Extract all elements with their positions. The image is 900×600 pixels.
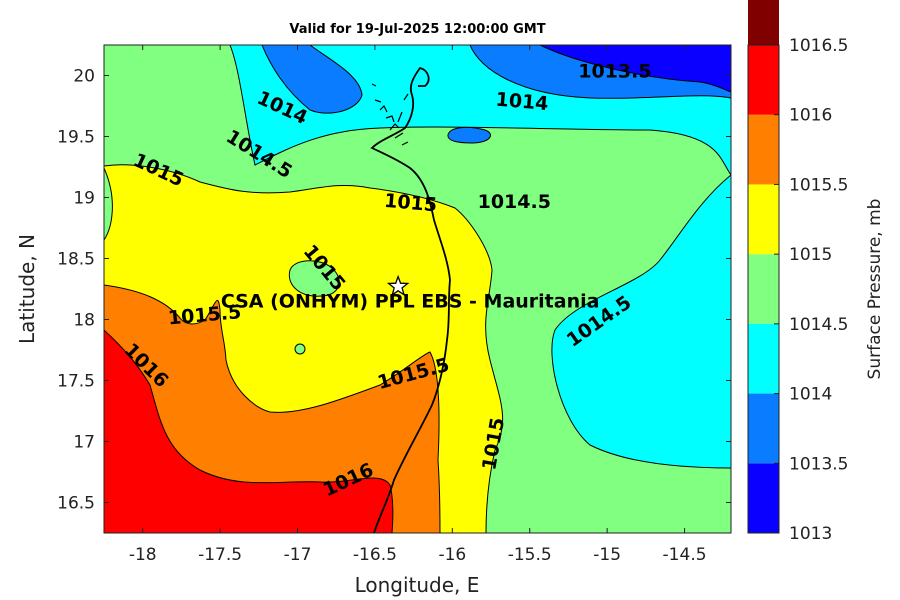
y-axis-label: Latitude, N	[15, 234, 39, 344]
y-tick-label: 18.5	[57, 250, 95, 270]
region-1014.5-spot	[288, 260, 340, 297]
x-tick-label: -15	[593, 545, 621, 565]
colorbar-frame	[747, 44, 780, 534]
y-tick-label: 16.5	[57, 494, 95, 514]
coastline-islands	[371, 83, 409, 146]
coastline-path	[370, 66, 451, 533]
station-star-icon	[386, 274, 410, 297]
axis-ticks: -18 -17.5 -17 -16.5 -16 -15.5 -15 -14.5 16.5 17 17…	[57, 45, 731, 565]
colorbar-tick-label: 1016	[789, 106, 832, 126]
x-tick-label: -17.5	[198, 545, 242, 565]
coastline	[370, 66, 451, 533]
colorbar-tick-label: 1013.5	[789, 454, 848, 474]
colorbar-segment	[748, 0, 779, 46]
x-axis-label: Longitude, E	[355, 573, 480, 597]
colorbar: 1013 1013.5 1014 1014.5 1015 1015.5 1016 1016.5	[748, 0, 848, 544]
y-tick-label: 17	[73, 433, 95, 453]
x-tick-label: -16.5	[353, 545, 397, 565]
colorbar-segment	[748, 393, 779, 464]
y-tick-label: 19	[73, 189, 95, 209]
region-1013.5-spot	[447, 126, 491, 144]
colorbar-segment	[748, 45, 779, 115]
colorbar-title: Surface Pressure, mb	[865, 199, 885, 380]
colorbar-segment	[748, 114, 779, 185]
x-tick-label: -17	[284, 545, 312, 565]
colorbar-segment	[748, 184, 779, 255]
y-tick-label: 17.5	[57, 372, 95, 392]
region-1013	[539, 45, 731, 93]
contour-label: 1013.5	[578, 60, 651, 82]
y-tick-label: 18	[73, 311, 95, 331]
x-tick-label: -15.5	[508, 545, 552, 565]
y-tick-label: 19.5	[57, 128, 95, 148]
contour-label: 1015	[383, 190, 438, 217]
station-marker: CSA (ONHYM) PPL EBS - Mauritania	[221, 274, 600, 313]
filled-contours	[104, 45, 731, 533]
region-1014.5-dot	[294, 343, 306, 355]
colorbar-segment	[748, 323, 779, 394]
plot-frame	[103, 44, 732, 534]
station-label: CSA (ONHYM) PPL EBS - Mauritania	[221, 291, 600, 313]
x-tick-label: -16	[438, 545, 466, 565]
colorbar-segment	[748, 254, 779, 324]
x-tick-label: -14.5	[663, 545, 707, 565]
colorbar-tick-label: 1013	[789, 524, 832, 544]
colorbar-tick-label: 1016.5	[789, 36, 848, 56]
y-tick-label: 20	[73, 67, 95, 87]
colorbar-tick-label: 1015	[789, 245, 832, 265]
colorbar-tick-label: 1015.5	[789, 175, 848, 195]
colorbar-segment	[748, 463, 779, 533]
colorbar-tick-label: 1014.5	[789, 315, 848, 335]
region-1014-east	[551, 174, 731, 469]
x-tick-label: -18	[129, 545, 157, 565]
contour-label: 1014	[495, 89, 550, 116]
map-title: Valid for 19-Jul-2025 12:00:00 GMT	[289, 22, 546, 37]
contour-label: 1014.5	[478, 191, 551, 213]
colorbar-tick-label: 1014	[789, 385, 832, 405]
region-1013.5-west	[261, 45, 363, 114]
